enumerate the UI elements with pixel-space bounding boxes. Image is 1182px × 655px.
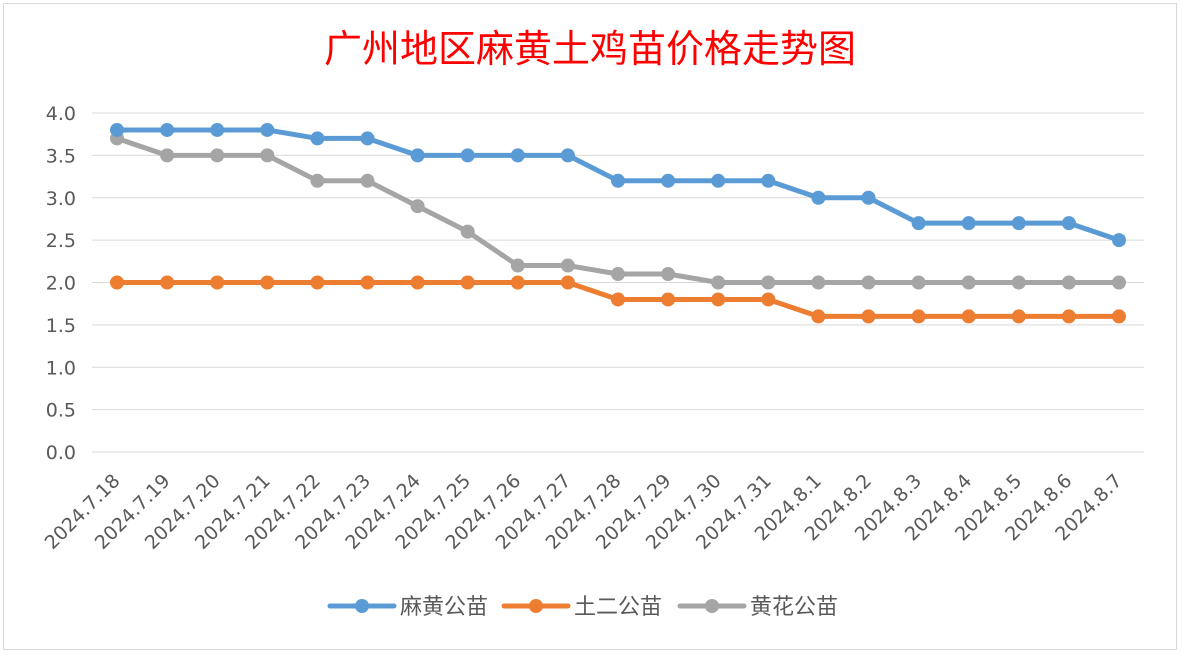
data-point [510, 258, 525, 273]
y-tick-label: 1.5 [46, 315, 76, 337]
data-point [360, 131, 375, 146]
data-point [611, 173, 625, 188]
data-point [811, 190, 826, 205]
data-point [1011, 216, 1026, 231]
legend-item: 土二公苗 [501, 595, 662, 620]
data-point [460, 275, 475, 290]
legend-label: 黄花公苗 [750, 595, 838, 620]
data-point [260, 122, 275, 137]
data-point [861, 275, 876, 290]
data-point [761, 173, 776, 188]
series-lines [110, 122, 1126, 324]
chart-title: 广州地区麻黄土鸡苗价格走势图 [324, 27, 856, 71]
data-point [310, 275, 325, 290]
data-point [410, 275, 425, 290]
data-point [1112, 275, 1126, 290]
data-point [160, 148, 175, 163]
data-point [661, 292, 676, 307]
data-point [761, 275, 776, 290]
data-point [210, 148, 225, 163]
legend-item: 黄花公苗 [677, 595, 838, 620]
data-point [410, 199, 425, 214]
data-point [861, 309, 876, 324]
y-tick-label: 2.0 [46, 273, 76, 295]
line-chart: 广州地区麻黄土鸡苗价格走势图 0.0 0.5 1.0 1.5 2.0 2.5 3.0 3.5 4… [41, 27, 1144, 620]
data-point [1011, 275, 1026, 290]
data-point [260, 148, 275, 163]
data-point [560, 275, 575, 290]
legend-marker [529, 599, 543, 613]
data-point [911, 275, 926, 290]
legend-label: 土二公苗 [574, 595, 662, 620]
y-tick-label: 3.5 [46, 145, 76, 167]
data-point [1061, 309, 1076, 324]
y-tick-label: 1.0 [46, 357, 76, 379]
data-point [611, 292, 625, 307]
series-1 [110, 122, 1126, 248]
data-point [811, 309, 826, 324]
y-axis-tick-labels: 0.0 0.5 1.0 1.5 2.0 2.5 3.0 3.5 4.0 [46, 103, 76, 464]
data-point [961, 309, 976, 324]
data-point [410, 148, 425, 163]
data-point [761, 292, 776, 307]
series-2 [110, 275, 1126, 324]
data-point [1011, 309, 1026, 324]
legend: 麻黄公苗 土二公苗 黄花公苗 [327, 595, 838, 620]
x-axis-tick-labels: 2024.7.182024.7.192024.7.202024.7.212024… [41, 470, 1127, 554]
data-point [661, 267, 676, 282]
data-point [961, 216, 976, 231]
data-point [611, 267, 625, 282]
legend-marker [705, 599, 719, 613]
data-point [861, 190, 876, 205]
data-point [1112, 233, 1126, 248]
legend-label: 麻黄公苗 [400, 595, 488, 620]
data-point [1061, 216, 1076, 231]
y-tick-label: 0.0 [46, 442, 76, 464]
data-point [210, 122, 225, 137]
data-point [160, 122, 175, 137]
data-point [110, 122, 124, 137]
data-point [711, 275, 726, 290]
data-point [510, 275, 525, 290]
legend-marker [355, 599, 369, 613]
data-point [1112, 309, 1126, 324]
chart-area: 广州地区麻黄土鸡苗价格走势图 0.0 0.5 1.0 1.5 2.0 2.5 3.0 3.5 4… [3, 3, 1177, 650]
data-point [911, 216, 926, 231]
data-point [310, 131, 325, 146]
data-point [911, 309, 926, 324]
data-point [260, 275, 275, 290]
data-point [711, 173, 726, 188]
data-point [460, 224, 475, 239]
data-point [110, 275, 124, 290]
data-point [560, 258, 575, 273]
data-point [1061, 275, 1076, 290]
data-point [510, 148, 525, 163]
data-point [310, 173, 325, 188]
data-point [811, 275, 826, 290]
series-3 [110, 131, 1126, 290]
y-tick-label: 4.0 [46, 103, 76, 125]
data-point [360, 275, 375, 290]
data-point [560, 148, 575, 163]
data-point [360, 173, 375, 188]
y-tick-label: 3.0 [46, 188, 76, 210]
data-point [160, 275, 175, 290]
y-tick-label: 2.5 [46, 230, 76, 252]
y-tick-label: 0.5 [46, 400, 76, 422]
data-point [460, 148, 475, 163]
data-point [711, 292, 726, 307]
data-point [210, 275, 225, 290]
data-point [961, 275, 976, 290]
data-point [661, 173, 676, 188]
legend-item: 麻黄公苗 [327, 595, 488, 620]
